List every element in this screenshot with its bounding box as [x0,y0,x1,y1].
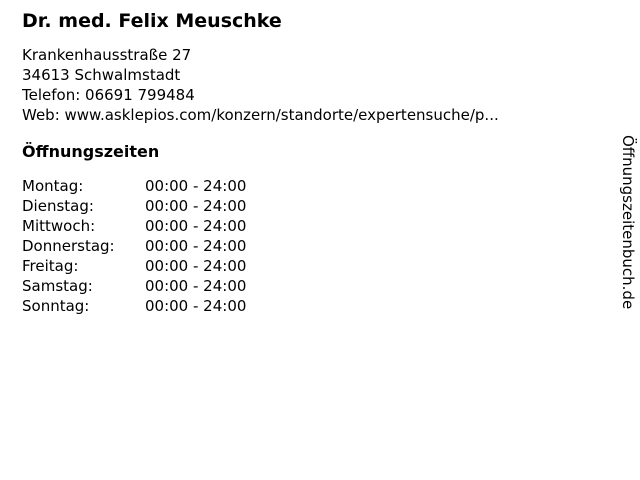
day-label: Donnerstag: [22,237,115,255]
hours-heading: Öffnungszeiten [22,142,160,161]
address-city: 34613 Schwalmstadt [22,66,181,84]
day-label: Samstag: [22,277,93,295]
page-title: Dr. med. Felix Meuschke [22,10,282,32]
time-value: 00:00 - 24:00 [145,177,247,195]
watermark-vertical-label: Öffnungszeitenbuch.de [619,135,637,310]
hours-row-thursday: Donnerstag: 00:00 - 24:00 [22,236,640,256]
hours-row-wednesday: Mittwoch: 00:00 - 24:00 [22,216,640,236]
day-label: Mittwoch: [22,217,96,235]
contact-block: Krankenhausstraße 27 34613 Schwalmstadt … [22,45,640,125]
time-value: 00:00 - 24:00 [145,237,247,255]
hours-row-friday: Freitag: 00:00 - 24:00 [22,256,640,276]
time-value: 00:00 - 24:00 [145,297,247,315]
day-label: Freitag: [22,257,79,275]
web-line: Web: www.asklepios.com/konzern/standorte… [22,106,499,124]
time-value: 00:00 - 24:00 [145,277,247,295]
hours-row-monday: Montag: 00:00 - 24:00 [22,176,640,196]
time-value: 00:00 - 24:00 [145,197,247,215]
time-value: 00:00 - 24:00 [145,217,247,235]
phone-line: Telefon: 06691 799484 [22,86,195,104]
hours-row-sunday: Sonntag: 00:00 - 24:00 [22,296,640,316]
day-label: Montag: [22,177,84,195]
address-street: Krankenhausstraße 27 [22,46,192,64]
day-label: Sonntag: [22,297,90,315]
day-label: Dienstag: [22,197,94,215]
hours-table: Montag: 00:00 - 24:00 Dienstag: 00:00 - … [22,176,640,316]
main-content: Dr. med. Felix Meuschke Krankenhausstraß… [22,10,640,316]
time-value: 00:00 - 24:00 [145,257,247,275]
hours-row-saturday: Samstag: 00:00 - 24:00 [22,276,640,296]
hours-row-tuesday: Dienstag: 00:00 - 24:00 [22,196,640,216]
